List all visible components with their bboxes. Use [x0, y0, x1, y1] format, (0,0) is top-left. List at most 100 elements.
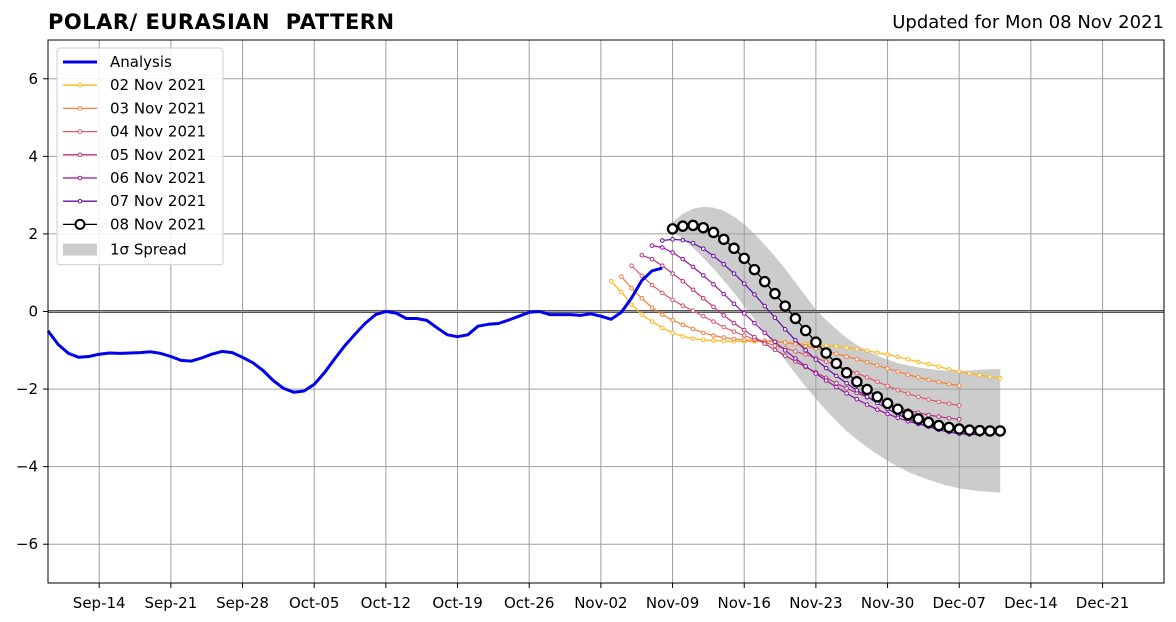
series-point — [789, 312, 802, 325]
series-point — [885, 411, 890, 417]
series-point — [895, 387, 901, 393]
y-tick-label: 4 — [28, 147, 38, 165]
series-point — [721, 324, 727, 330]
axes-layer: Sep-14 Sep-21 Sep-28 Oct-05 Oct-12 Oct-19 Oct-… — [16, 39, 1165, 612]
legend-marker — [77, 129, 83, 134]
series-point — [670, 271, 675, 276]
series-point — [844, 391, 849, 396]
legend-marker — [77, 82, 83, 88]
series-point — [731, 329, 737, 334]
series-point — [926, 412, 931, 418]
series-point — [752, 334, 757, 340]
series-point — [782, 340, 788, 345]
series-point — [731, 271, 737, 276]
series-point — [700, 273, 706, 278]
series-point — [660, 245, 665, 250]
x-tick-label: Nov-16 — [718, 594, 771, 612]
series-point — [670, 317, 675, 323]
series-point — [758, 275, 771, 288]
legend-label: 03 Nov 2021 — [110, 99, 206, 117]
series-point — [670, 237, 675, 242]
series-point — [721, 335, 727, 340]
series-point — [680, 237, 686, 243]
series-point — [912, 413, 925, 425]
series-point — [690, 326, 696, 332]
series-point — [677, 220, 689, 232]
series-point — [629, 285, 634, 291]
series-point — [834, 380, 839, 386]
series-point — [902, 408, 914, 421]
series-point — [963, 424, 976, 436]
series-point — [984, 425, 996, 437]
series-point — [680, 278, 686, 284]
series-point — [885, 352, 890, 357]
series-point — [823, 365, 829, 371]
series-point — [915, 375, 921, 380]
y-tick-label: −4 — [16, 458, 38, 476]
series-point — [864, 402, 870, 407]
series-point — [823, 378, 829, 383]
series-point — [834, 373, 839, 379]
legend-label: 04 Nov 2021 — [110, 123, 206, 141]
legend-label: 1σ Spread — [110, 241, 187, 259]
series-point — [844, 345, 849, 350]
spread-band-layer — [672, 206, 1001, 493]
series-point — [762, 330, 767, 336]
series-point — [707, 226, 720, 239]
series-point — [721, 261, 727, 267]
series-point — [700, 296, 706, 301]
series-point — [844, 385, 849, 391]
x-tick-label: Nov-09 — [646, 594, 699, 612]
series-point — [803, 343, 808, 349]
series-point — [851, 375, 863, 388]
series-point — [731, 336, 737, 342]
series-point — [997, 375, 1003, 381]
series-point — [953, 423, 965, 435]
legend-label: 05 Nov 2021 — [110, 146, 206, 164]
series-point — [649, 282, 655, 288]
series-point — [885, 383, 890, 389]
series-point — [820, 347, 832, 359]
series-point — [670, 250, 675, 255]
series-point — [741, 327, 747, 333]
legend-marker — [77, 106, 83, 111]
series-point — [741, 311, 747, 316]
series-point — [700, 330, 706, 336]
zero-line-layer — [48, 310, 1164, 313]
series-point — [670, 297, 675, 303]
series-point — [666, 223, 679, 235]
series-point — [875, 350, 880, 355]
series-point — [721, 291, 727, 297]
series-point — [987, 374, 993, 379]
series-point — [933, 419, 945, 432]
series-point — [660, 290, 665, 296]
series-point — [905, 391, 911, 397]
series-point — [943, 421, 955, 434]
legend-label: Analysis — [110, 53, 172, 71]
series-point — [721, 313, 727, 318]
series-point — [854, 370, 860, 376]
series-point — [639, 312, 645, 317]
series-point — [649, 319, 655, 324]
series-point — [741, 333, 747, 338]
series-point — [649, 256, 655, 262]
series-point — [994, 425, 1006, 437]
series-point — [748, 263, 761, 276]
series-point — [690, 287, 696, 293]
series-point — [854, 396, 860, 402]
series-point — [731, 320, 737, 326]
series-point — [793, 341, 798, 347]
legend-marker — [77, 198, 83, 204]
series-point — [854, 356, 860, 362]
series-point — [956, 403, 962, 408]
series-point — [660, 312, 665, 317]
legend-label: 06 Nov 2021 — [110, 169, 206, 187]
series-point — [892, 403, 904, 415]
series-point — [946, 366, 952, 372]
series-point — [926, 377, 931, 383]
series-point — [660, 238, 665, 243]
legend-marker — [77, 152, 83, 158]
series-point — [905, 372, 911, 378]
series-point — [834, 351, 839, 357]
